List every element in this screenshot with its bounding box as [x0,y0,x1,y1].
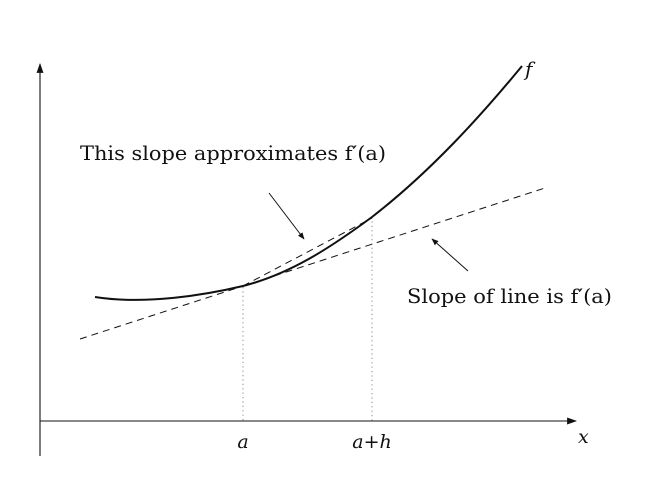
secant-pointer-arrow [268,192,305,240]
x-axis-label: x [578,426,589,448]
curve-label: f [523,57,536,81]
function-curve [94,65,523,301]
tick-label-a-plus-h: a+h [352,431,391,453]
tangent-annotation: Slope of line is f′(a) [407,284,612,308]
tangent-line [79,186,549,340]
secant-annotation: This slope approximates f′(a) [80,141,386,165]
secant-line [242,217,373,287]
tick-label-a: a [237,431,248,453]
tangent-pointer-arrow [431,238,469,272]
